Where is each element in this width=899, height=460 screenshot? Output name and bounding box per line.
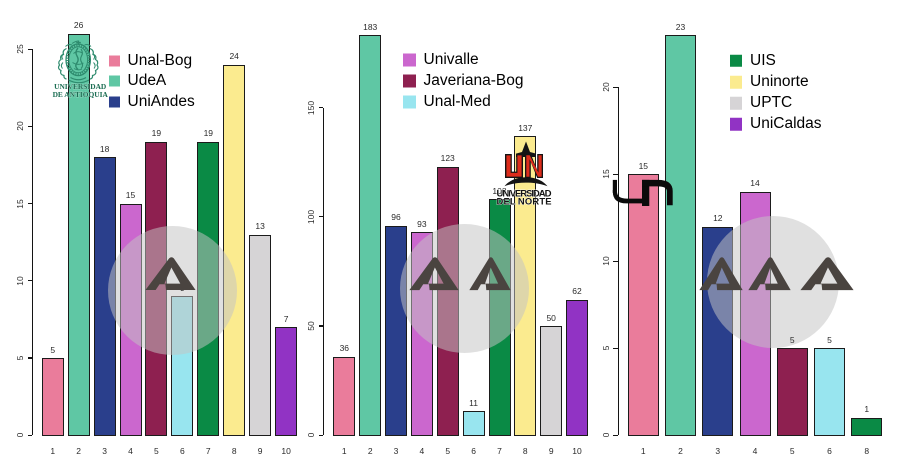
svg-text:DEL NORTE: DEL NORTE [497,196,552,207]
svg-text:UNIVERSIDAD: UNIVERSIDAD [54,82,106,91]
svg-text:DE ANTIOQUIA: DE ANTIOQUIA [53,90,109,99]
svg-text:UNIVERSIDAD: UNIVERSIDAD [497,189,552,200]
